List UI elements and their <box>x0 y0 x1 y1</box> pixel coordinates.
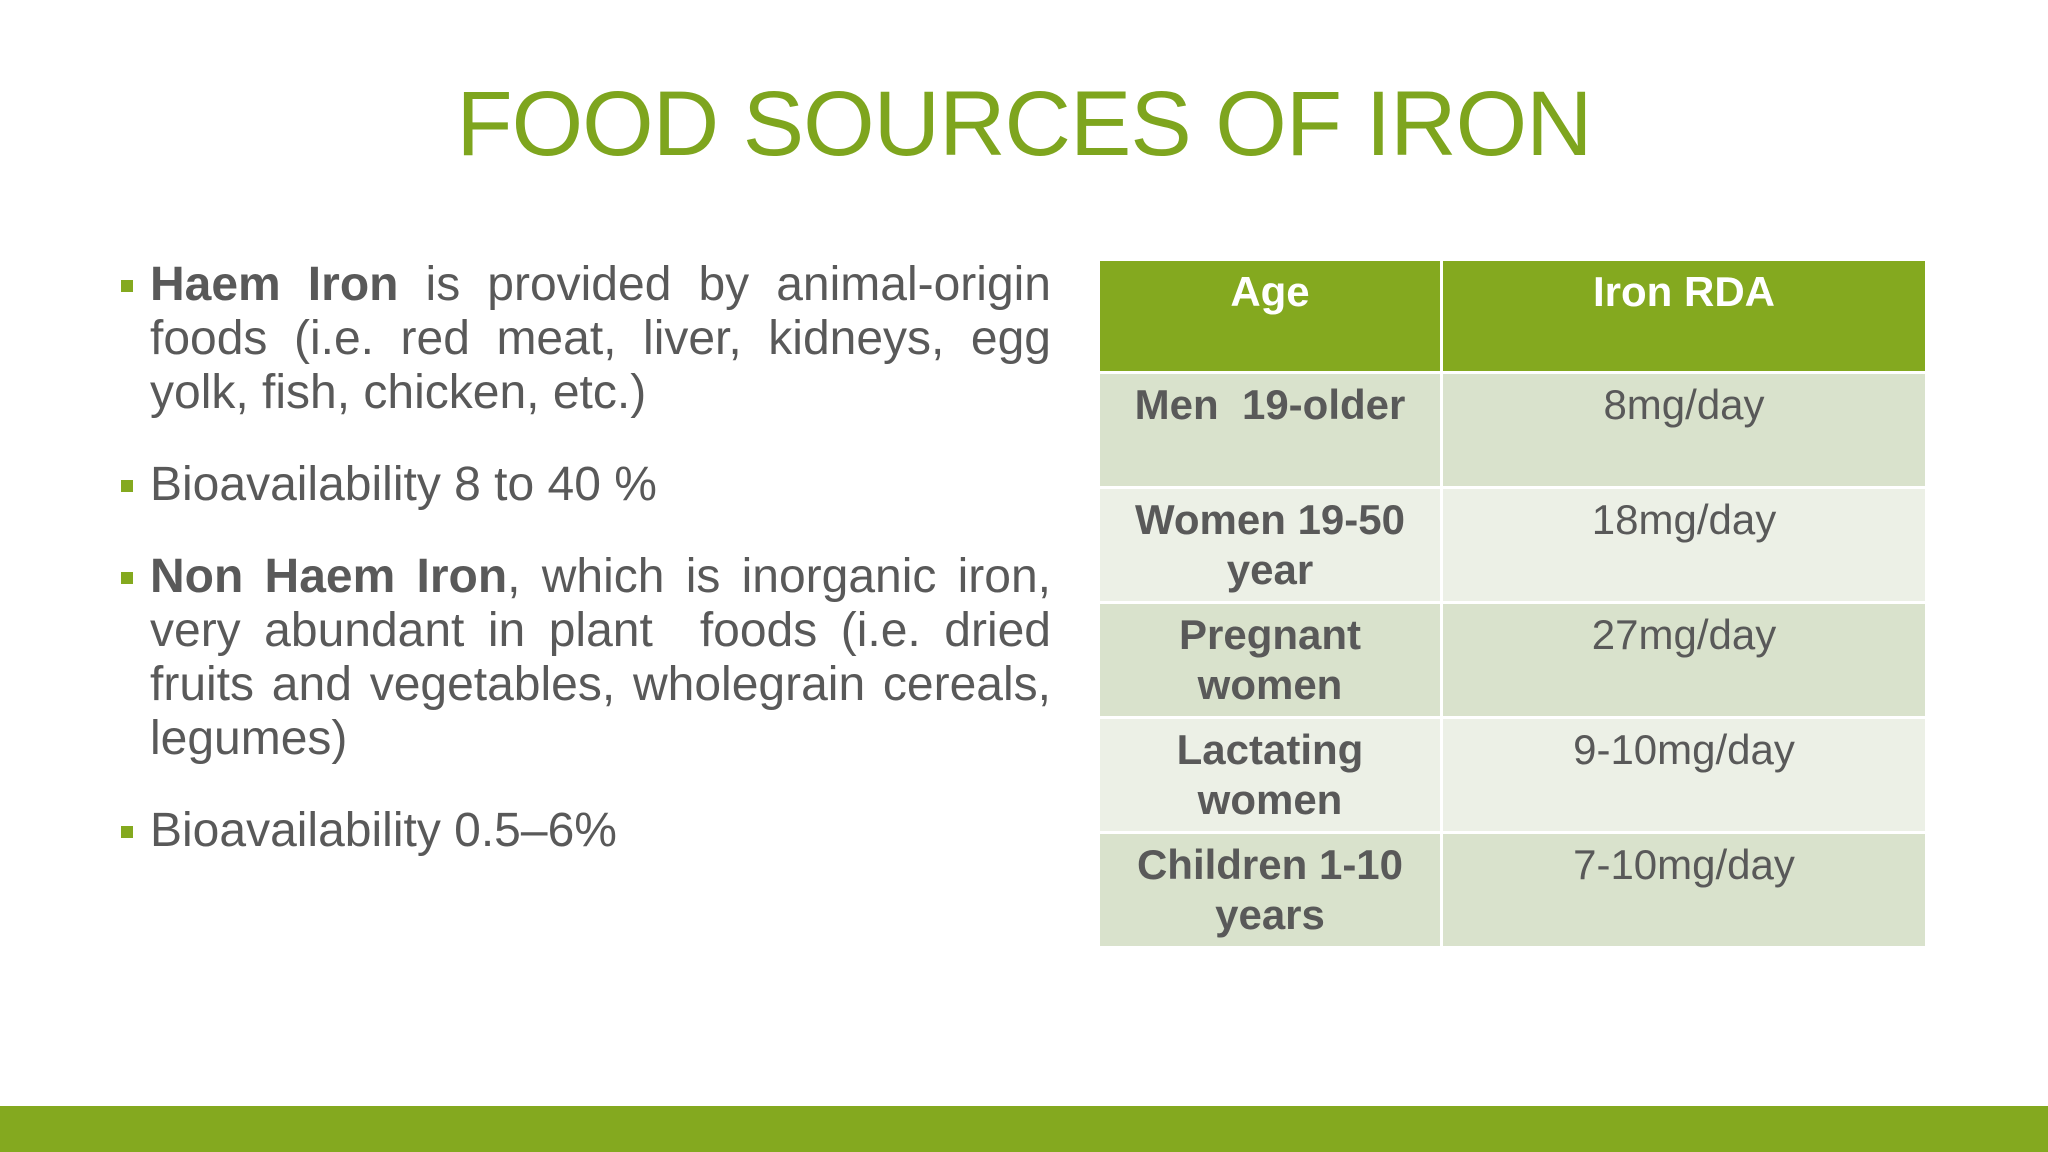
bullet-text: is provided by animal-origin foods (i.e.… <box>150 258 1065 419</box>
table-row: Men 19-older 8mg/day <box>1097 371 1928 489</box>
slide-title: FOOD SOURCES OF IRON <box>456 73 1592 175</box>
bullet: Haem Iron is provided by animal-origin f… <box>121 258 1051 420</box>
footer-bar <box>0 1106 2048 1152</box>
table-row: Children 1-10 years 7-10mg/day <box>1097 831 1928 949</box>
table-cell: Pregnant women <box>1097 601 1443 719</box>
table-cell: Lactating women <box>1097 716 1443 834</box>
table-cell: 27mg/day <box>1440 601 1928 719</box>
table-cell: Children 1-10 years <box>1097 831 1443 949</box>
bullet: Bioavailability 8 to 40 % <box>121 458 1051 512</box>
bullet-bold: Haem Iron <box>150 258 399 311</box>
table-row: Women 19-50 year 18mg/day <box>1097 486 1928 604</box>
bullet-list: Haem Iron is provided by animal-origin f… <box>121 258 1051 896</box>
bullet-text: Bioavailability 0.5–6% <box>150 804 617 857</box>
header-row: Age Iron RDA <box>1097 258 1928 374</box>
header-cell: Iron RDA <box>1440 258 1928 374</box>
table-cell: Men 19-older <box>1097 371 1443 489</box>
table-row: Lactating women 9-10mg/day <box>1097 716 1928 834</box>
bullet-text: , which is inorganic iron, very abundant… <box>150 550 1065 765</box>
table-cell: 18mg/day <box>1440 486 1928 604</box>
table-cell: 7-10mg/day <box>1440 831 1928 949</box>
table-cell: Women 19-50 year <box>1097 486 1443 604</box>
table-cell: 8mg/day <box>1440 371 1928 489</box>
header-cell: Age <box>1097 258 1443 374</box>
bullet-bold: Non Haem Iron <box>150 550 508 603</box>
table-cell: 9-10mg/day <box>1440 716 1928 834</box>
rda-table: Age Iron RDA Men 19-older 8mg/day Women 19-5… <box>1097 258 1928 949</box>
table-row: Pregnant women 27mg/day <box>1097 601 1928 719</box>
bullet: Bioavailability 0.5–6% <box>121 804 1051 858</box>
bullet-text: Bioavailability 8 to 40 % <box>150 458 657 511</box>
bullet: Non Haem Iron, which is inorganic iron, … <box>121 550 1051 766</box>
